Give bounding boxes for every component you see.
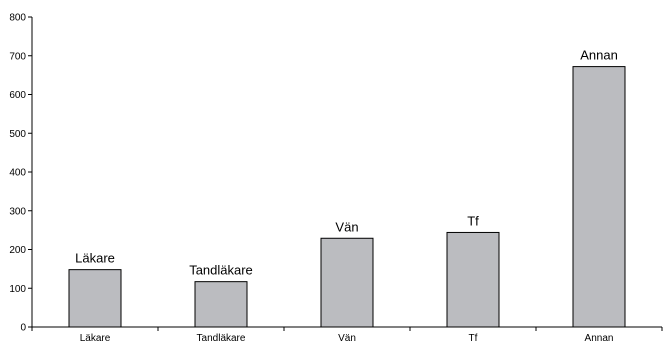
- y-tick-label: 700: [9, 51, 26, 62]
- bar-data-label: Tandläkare: [189, 263, 253, 278]
- y-axis: 0 100 200 300 400 500 600 700 800: [9, 13, 33, 334]
- bars: [68, 66, 626, 328]
- y-tick-label: 200: [9, 245, 26, 256]
- bar-data-label: Vän: [335, 219, 358, 234]
- x-tick-label: Tandläkare: [197, 333, 246, 342]
- bar: [446, 231, 500, 328]
- y-tick-label: 800: [9, 13, 26, 24]
- y-tick-label: 500: [9, 129, 26, 140]
- x-tick-label: Vän: [338, 333, 356, 342]
- bar: [572, 66, 626, 328]
- data-labels: Läkare Tandläkare Vän Tf Annan: [75, 48, 618, 278]
- y-tick-label: 300: [9, 206, 26, 217]
- y-tick-label: 0: [20, 323, 26, 334]
- x-axis: Läkare Tandläkare Vän Tf Annan: [31, 326, 663, 342]
- x-tick-label: Läkare: [80, 333, 111, 342]
- x-tick-label: Tf: [469, 333, 478, 342]
- y-tick-label: 600: [9, 90, 26, 101]
- x-tick-label: Annan: [585, 333, 614, 342]
- bar: [194, 281, 248, 328]
- y-tick-label: 400: [9, 168, 26, 179]
- y-tick-label: 100: [9, 284, 26, 295]
- bar-data-label: Tf: [467, 213, 479, 228]
- bar: [320, 237, 374, 328]
- bar: [68, 269, 122, 328]
- bar-data-label: Annan: [580, 48, 618, 63]
- bar-data-label: Läkare: [75, 251, 115, 266]
